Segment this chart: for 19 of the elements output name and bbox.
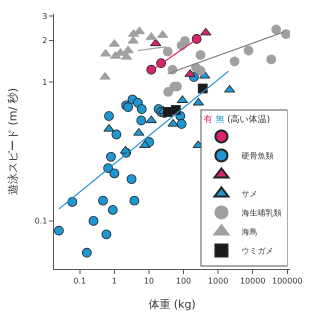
x-tick-label: 10000 (240, 276, 266, 286)
y-tick-label: 1 (42, 78, 48, 87)
legend-label: 海生哺乳類 (241, 208, 282, 218)
x-tick-label: 1 (112, 276, 117, 286)
x-tick-label: 100000 (272, 276, 303, 286)
y-tick-label: 3 (42, 12, 48, 21)
x-axis-title: 体重 (kg) (148, 298, 196, 311)
x-tick-label: 1000 (208, 276, 228, 286)
y-tick-label: 0.1 (34, 216, 48, 226)
legend-label: 海鳥 (241, 228, 258, 237)
legend-title: 有 無 (高い体温) (203, 114, 270, 125)
legend-label: 硬骨魚類 (241, 152, 274, 161)
x-tick-label: 100 (176, 276, 192, 286)
x-tick-label: 10 (144, 276, 154, 286)
y-axis-title: 遊泳スピード (m/ 秒) (6, 88, 20, 195)
x-tick-label: 0.1 (73, 276, 86, 286)
y-tick-label: 2 (42, 36, 48, 46)
legend-label: ウミガメ (241, 246, 274, 256)
legend-label: サメ (241, 190, 258, 199)
